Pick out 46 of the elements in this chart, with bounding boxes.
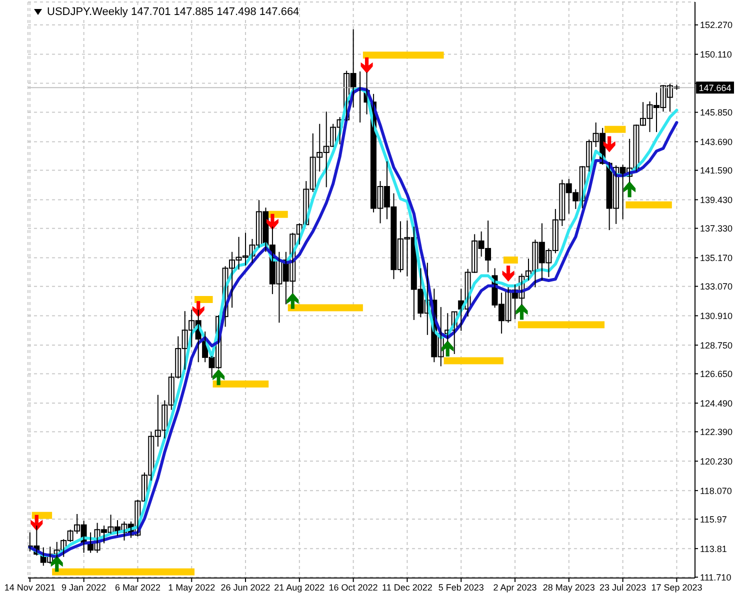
y-tick-label: 124.490 [700,398,733,408]
y-tick-label: 143.690 [700,136,733,147]
point [266,214,278,230]
x-tick-label: 21 Aug 2022 [274,582,325,592]
point [212,369,225,386]
y-tick-label: 139.430 [700,194,733,205]
x-tick-label: 14 Nov 2021 [4,582,56,592]
point [442,340,454,357]
y-tick-label: 137.330 [700,224,733,234]
point [516,304,528,320]
x-tick-label: 2 Apr 2023 [493,582,537,592]
x-tick-label: 16 Oct 2022 [328,582,378,592]
x-tick-label: 28 May 2023 [542,582,595,592]
point [603,136,616,152]
x-tick-label: 1 May 2022 [168,582,216,592]
point [286,292,299,309]
point [360,57,373,74]
y-tick-label: 120.230 [700,456,733,466]
x-tick-label: 9 Jan 2022 [62,582,106,592]
x-tick-label: 5 Feb 2023 [438,582,484,592]
y-tick-label: 152.270 [700,20,733,30]
y-tick-label: 113.81 [700,544,727,554]
y-tick-label: 122.390 [700,426,733,437]
point [192,301,204,318]
y-tick-label: 133.070 [700,282,733,292]
y-tick-label: 126.650 [700,368,733,379]
x-tick-label: 26 Jun 2022 [220,582,270,592]
y-tick-label: 118.070 [700,486,732,496]
y-tick-label: 128.750 [700,340,733,350]
y-tick-label: 130.910 [700,310,733,321]
y-tick-label: 111.710 [700,572,732,582]
y-tick-label: 145.850 [700,107,733,118]
x-tick-label: 17 Sep 2023 [651,582,702,592]
y-tick-label: 150.110 [700,49,732,60]
x-tick-label: 11 Dec 2022 [382,582,432,592]
x-tick-label: 6 Mar 2022 [114,582,160,592]
point [30,514,43,531]
point [624,181,636,198]
ref-line-label: 147.664 [698,83,732,94]
y-tick-label: 141.590 [700,166,733,176]
point [50,556,63,572]
chart-title: USDJPY.Weekly 147.701 147.885 147.498 147.664 [47,6,300,18]
point [502,266,514,282]
y-tick-label: 115.97 [700,514,727,524]
y-tick-label: 135.170 [700,252,733,263]
x-tick-label: 23 Jul 2023 [600,582,646,592]
